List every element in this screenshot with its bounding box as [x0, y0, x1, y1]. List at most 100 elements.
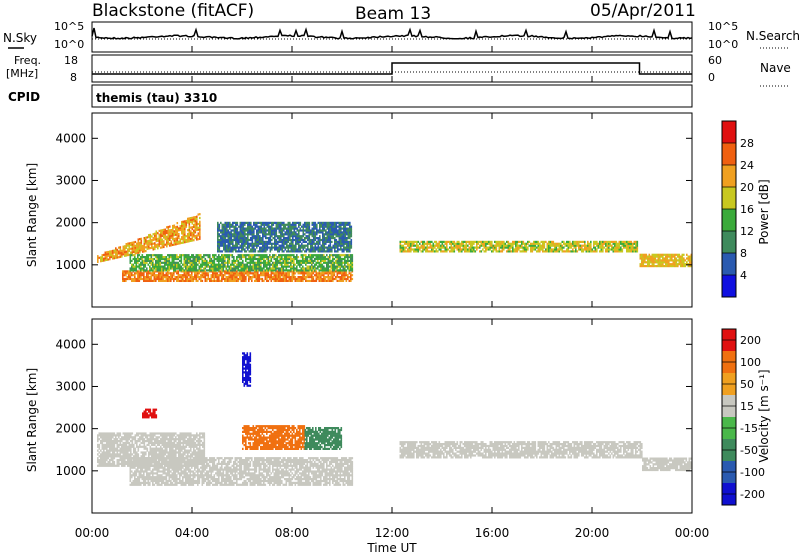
range-cell — [248, 279, 250, 282]
range-cell — [140, 265, 142, 268]
range-cell — [501, 242, 504, 245]
range-cell — [170, 272, 172, 275]
range-cell — [184, 239, 186, 242]
range-cell — [125, 244, 128, 248]
range-cell — [633, 250, 636, 253]
range-cell — [224, 235, 227, 238]
range-cell — [127, 457, 129, 460]
range-cell — [134, 248, 137, 251]
range-cell — [161, 229, 164, 232]
range-cell — [240, 277, 243, 281]
range-cell — [163, 232, 165, 235]
range-cell — [238, 248, 240, 251]
range-cell — [307, 225, 309, 228]
range-cell — [254, 279, 256, 282]
range-cell — [189, 269, 192, 272]
range-cell — [344, 240, 347, 243]
range-cell — [119, 449, 122, 452]
range-cell — [127, 440, 129, 443]
range-cell — [192, 257, 195, 261]
range-cell — [326, 265, 328, 268]
range-cell — [435, 240, 438, 243]
range-cell — [339, 257, 342, 261]
range-cell — [479, 240, 481, 243]
range-cell — [332, 259, 334, 262]
range-cell — [124, 250, 126, 254]
range-cell — [404, 240, 406, 243]
range-cell — [305, 279, 307, 282]
range-cell — [223, 238, 225, 242]
range-cell — [612, 248, 615, 251]
range-cell — [116, 447, 119, 450]
range-cell — [143, 276, 145, 279]
range-cell — [242, 238, 245, 242]
range-cell — [103, 451, 105, 454]
range-cell — [420, 250, 423, 253]
range-cell — [131, 272, 133, 275]
range-cell — [175, 229, 177, 233]
range-cell — [231, 263, 234, 266]
range-cell — [323, 276, 325, 279]
range-cell — [660, 255, 663, 258]
range-cell — [521, 246, 523, 249]
range-cell — [188, 256, 190, 259]
range-cell — [644, 259, 646, 262]
range-cell — [498, 240, 501, 243]
range-cell — [196, 238, 198, 241]
range-cell — [305, 240, 308, 243]
range-cell — [347, 221, 350, 224]
range-cell — [186, 279, 189, 282]
range-cell — [582, 244, 585, 247]
range-cell — [151, 242, 153, 246]
range-cell — [639, 265, 642, 268]
range-cell — [307, 231, 309, 234]
range-cell — [327, 261, 330, 264]
range-cell — [308, 265, 310, 268]
range-cell — [295, 248, 297, 251]
range-cell — [236, 221, 239, 224]
range-cell — [668, 265, 670, 268]
range-cell — [328, 238, 330, 242]
range-cell — [402, 248, 405, 251]
range-cell — [337, 231, 339, 234]
range-cell — [265, 233, 267, 236]
range-cell — [112, 457, 114, 460]
range-cell — [307, 248, 309, 251]
range-cell — [614, 248, 616, 251]
range-cell — [224, 261, 226, 264]
range-cell — [563, 242, 565, 245]
range-cell — [259, 227, 261, 230]
range-cell — [554, 242, 556, 245]
range-cell — [152, 279, 154, 282]
range-cell — [251, 237, 254, 240]
range-cell — [101, 453, 104, 456]
range-cell — [671, 255, 673, 258]
range-cell — [218, 254, 220, 257]
range-cell — [549, 246, 552, 249]
range-cell — [675, 261, 678, 264]
range-cell — [228, 276, 231, 279]
range-cell — [174, 256, 177, 259]
range-cell — [239, 269, 241, 272]
range-cell — [503, 240, 505, 243]
range-cell — [689, 255, 691, 258]
range-cell — [312, 267, 315, 270]
range-cell — [681, 253, 684, 256]
range-cell — [596, 242, 598, 245]
range-cell — [275, 225, 278, 228]
range-cell — [221, 279, 223, 282]
range-cell — [332, 229, 335, 232]
range-cell — [440, 250, 442, 253]
range-cell — [320, 259, 322, 262]
range-cell — [220, 240, 222, 243]
range-cell — [233, 233, 236, 236]
range-cell — [121, 447, 123, 450]
range-cell — [167, 277, 169, 281]
range-cell — [333, 267, 336, 270]
range-cell — [428, 246, 430, 249]
range-cell — [122, 274, 124, 277]
range-cell — [543, 240, 546, 243]
range-cell — [299, 272, 301, 275]
range-cell — [217, 237, 219, 240]
range-cell — [193, 216, 195, 219]
